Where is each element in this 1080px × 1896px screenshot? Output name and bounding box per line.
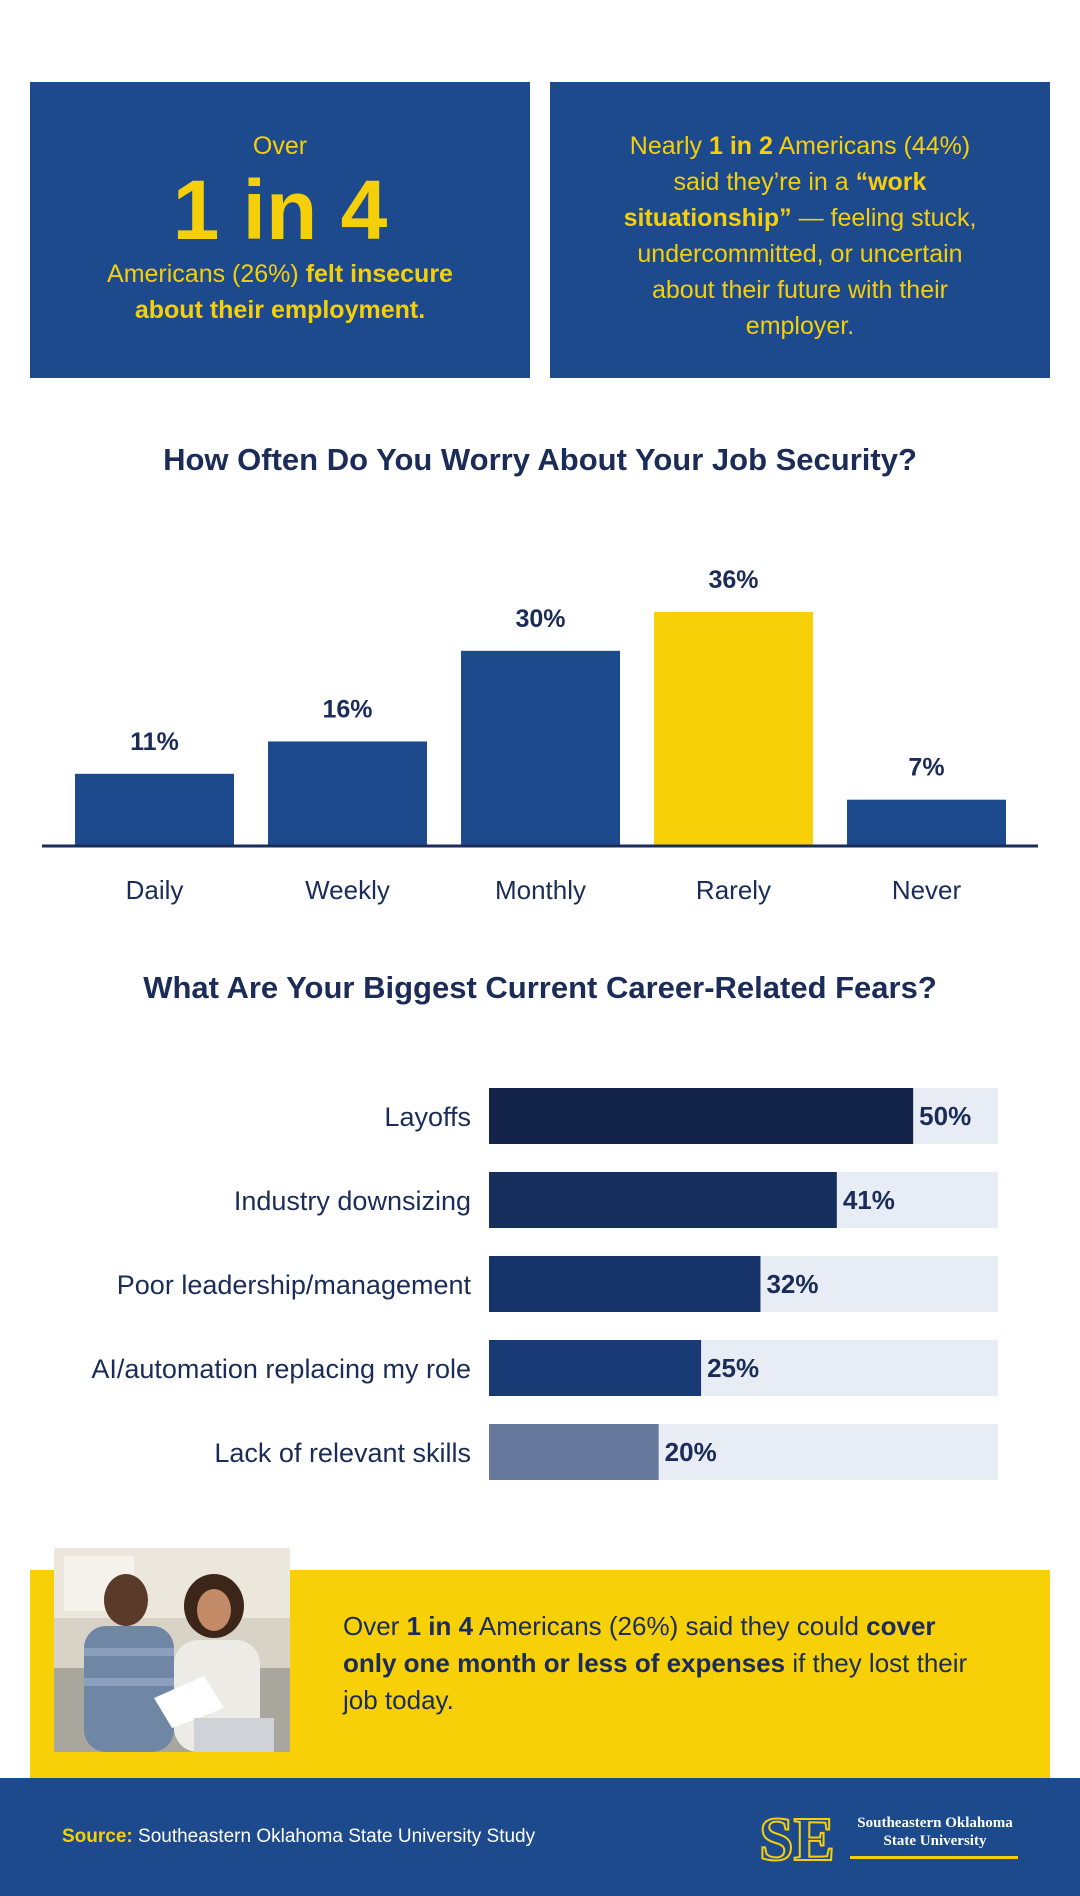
university-logo-icon: SE [758,1805,836,1875]
source-line: Source: Southeastern Oklahoma State Univ… [62,1826,535,1848]
footer: Source: Southeastern Oklahoma State Univ… [0,1778,1080,1896]
bar-monthly [461,650,620,845]
stat-right-line2: said they’re in a “work [550,164,1050,200]
stat-right-p4: — feeling stuck, [791,204,977,232]
stat-right-line5: about their future with their [652,276,948,304]
stat-right-p1-bold: 1 in 2 [708,132,773,160]
university-name-underline [850,1856,1018,1859]
stat-left-big: 1 in 4 [172,163,388,257]
stat-right-line3: situationship” — feeling stuck, [550,200,1050,236]
stat-left-line3: about their employment. [134,296,426,324]
callout-text: Over 1 in 4 Americans (26%) said they co… [343,1608,983,1719]
bar-daily [75,773,234,845]
university-name-line1: Southeastern Oklahoma [857,1815,1013,1831]
bar-value-daily: 11% [130,728,179,756]
callout-t1: Over [343,1611,407,1641]
stat-right-p3: said they’re in a [673,168,856,196]
callout-t1-bold: 1 in 4 [406,1611,474,1641]
fear-label-1: Industry downsizing [234,1186,471,1216]
stat-left-line2-bold: felt insecure [305,260,453,288]
job-security-chart-title: How Often Do You Worry About Your Job Se… [163,442,917,477]
couple-photo-illustration [54,1548,290,1752]
stat-right-p2: Americans (44%) [772,132,971,160]
bar-value-never: 7% [908,754,944,782]
fear-value-1: 41% [843,1185,895,1215]
fear-value-4: 20% [665,1437,717,1467]
bar-category-rarely: Rarely [696,875,771,905]
fear-label-2: Poor leadership/management [117,1270,472,1300]
stat-left-line2: Americans (26%) felt insecure [30,256,530,292]
stat-right-p4-bold: situationship” [623,204,792,232]
stat-right-p1: Nearly [629,132,709,160]
fear-label-4: Lack of relevant skills [214,1438,471,1468]
callout-t2-bold: cover only one month or less of expenses [343,1611,936,1678]
stat-right-line1: Nearly 1 in 2 Americans (44%) [550,128,1050,164]
bar-category-weekly: Weekly [305,875,390,905]
fear-value-2: 32% [766,1269,818,1299]
stat-right-line4: undercommitted, or uncertain [637,240,963,268]
source-text: Southeastern Oklahoma State University S… [132,1826,536,1847]
bar-value-monthly: 30% [515,605,565,633]
fear-bar-2 [489,1256,761,1312]
fear-bar-1 [489,1172,837,1228]
stat-left-line2-plain: Americans (26%) [107,260,306,288]
stat-box-left: Over 1 in 4 Americans (26%) felt insecur… [30,82,530,378]
fear-bar-4 [489,1424,659,1480]
bar-category-never: Never [892,875,962,905]
stat-box-right: Nearly 1 in 2 Americans (44%) said they’… [550,82,1050,378]
university-name: Southeastern Oklahoma State University [850,1814,1020,1850]
fear-value-0: 50% [919,1101,971,1131]
fear-label-3: AI/automation replacing my role [91,1354,471,1384]
bar-rarely [654,612,813,845]
callout-t3: if they lost their job today. [343,1648,968,1715]
bar-value-rarely: 36% [708,566,758,594]
bar-category-monthly: Monthly [495,875,586,905]
stat-right-line6: employer. [745,312,855,340]
bar-never [847,799,1006,845]
career-fears-chart-title: What Are Your Biggest Current Career-Rel… [143,970,937,1005]
university-name-line2: State University [883,1833,987,1849]
fear-bar-3 [489,1340,702,1396]
couple-photo [54,1548,290,1752]
logo-monogram: SE [759,1806,835,1874]
callout-t2: Americans (26%) said they could [473,1611,867,1641]
stat-left-line1: Over [252,132,308,160]
fear-bar-0 [489,1088,914,1144]
fear-label-0: Layoffs [384,1102,471,1132]
fear-value-3: 25% [707,1353,759,1383]
bar-value-weekly: 16% [322,695,372,723]
stat-right-p3-bold: “work [855,168,927,196]
career-fears-bar-chart: 50% Layoffs 41% Industry downsizing 32% Poor … [91,1088,998,1480]
source-label: Source: [62,1826,133,1847]
bar-category-daily: Daily [126,875,184,905]
job-security-bar-chart: 11% Daily 16% Weekly 30% Monthly 36% Rarely 7% Ne… [42,566,1038,905]
bar-weekly [268,741,427,845]
